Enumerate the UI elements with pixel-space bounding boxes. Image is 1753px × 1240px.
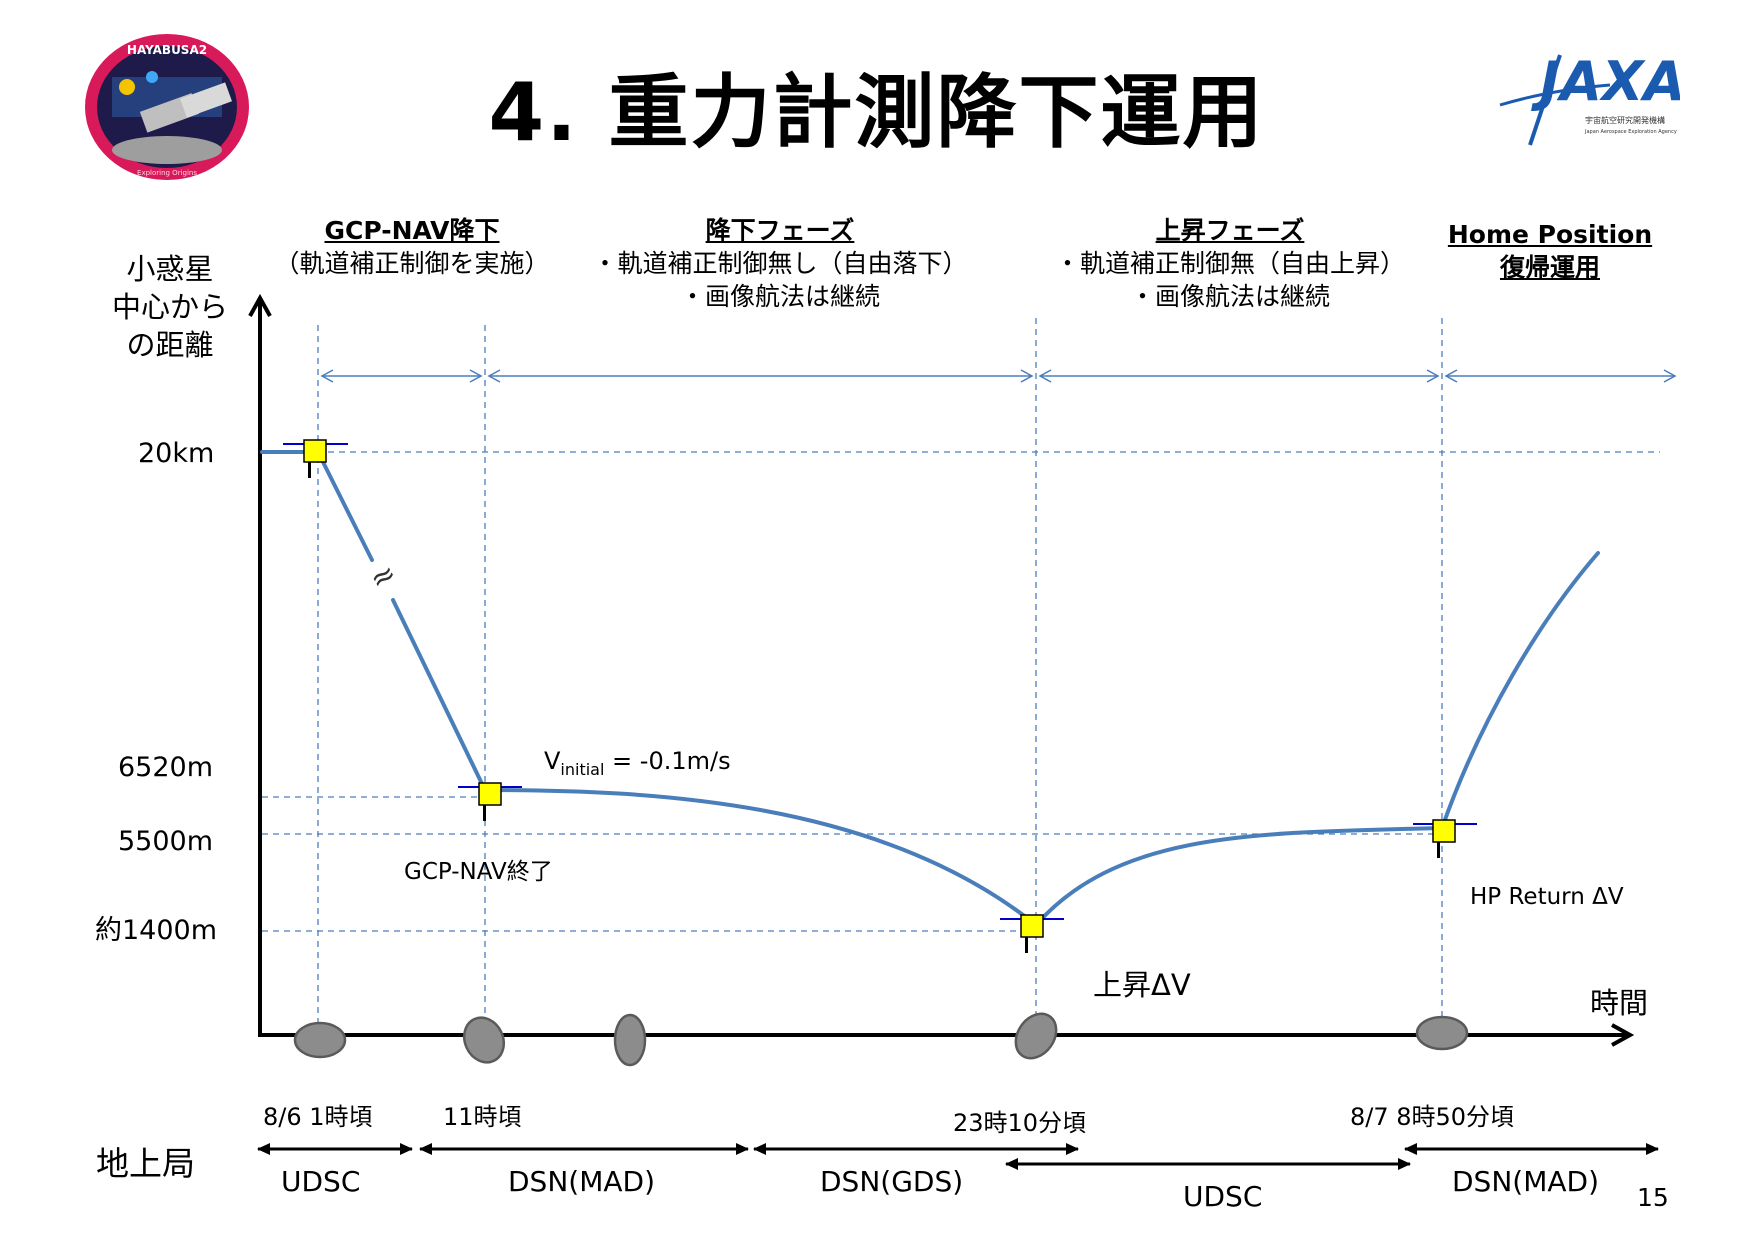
time-label-4: 8/7 8時50分頃 bbox=[1350, 1103, 1515, 1131]
v-initial-suffix: = -0.1m/s bbox=[604, 747, 731, 775]
phase-ascent-line-2: ・画像航法は継続 bbox=[1129, 282, 1330, 311]
y-label-20km: 20km bbox=[138, 438, 215, 469]
asteroid-icon-1 bbox=[293, 1021, 347, 1059]
phase-gcp-nav: GCP-NAV降下 （軌道補正制御を実施） bbox=[252, 214, 572, 280]
jaxa-sub-jp: 宇宙航空研究開発機構 bbox=[1585, 115, 1665, 125]
trajectory bbox=[260, 450, 1600, 927]
ground-station-title: 地上局 bbox=[96, 1144, 195, 1183]
spacecraft-icon-3 bbox=[1000, 914, 1064, 953]
time-label-2: 11時頃 bbox=[443, 1103, 522, 1131]
phase-descent-title: 降下フェーズ bbox=[705, 216, 855, 245]
page-number: 15 bbox=[1637, 1183, 1669, 1212]
trajectory-free-rise bbox=[1034, 826, 1444, 927]
phase-gcp-nav-title: GCP-NAV降下 bbox=[324, 216, 500, 245]
phase-descent: 降下フェーズ ・軌道補正制御無し（自由落下） ・画像航法は継続 bbox=[590, 214, 970, 313]
page-title: 4. 重力計測降下運用 bbox=[488, 66, 1265, 159]
jaxa-logo: JAXA 宇宙航空研究開発機構 Japan Aerospace Explorat… bbox=[1499, 50, 1680, 146]
y-label-5500m: 5500m bbox=[118, 826, 214, 857]
phase-home-position-title: Home Position bbox=[1447, 220, 1653, 249]
y-axis-title-line-1: 小惑星 bbox=[126, 252, 214, 286]
y-axis-title: 小惑星 中心から の距離 bbox=[100, 250, 240, 364]
trajectory-return bbox=[1440, 551, 1600, 830]
phase-ascent-title: 上昇フェーズ bbox=[1155, 216, 1305, 245]
phase-gcp-nav-line: （軌道補正制御を実施） bbox=[274, 249, 550, 278]
y-label-6520m: 6520m bbox=[118, 752, 214, 783]
y-axis-title-line-3: の距離 bbox=[126, 328, 214, 362]
trajectory-free-fall bbox=[483, 788, 1038, 927]
asteroid-icon-3 bbox=[613, 1013, 647, 1067]
x-axis-title: 時間 bbox=[1590, 986, 1649, 1020]
hayabusa2-logo: HAYABUSA2 Exploring Origins bbox=[85, 34, 249, 180]
phase-descent-line-2: ・画像航法は継続 bbox=[679, 282, 880, 311]
ground-station-arrows bbox=[257, 1143, 1659, 1170]
spacecraft-icon-2 bbox=[458, 782, 522, 821]
jaxa-wordmark: JAXA bbox=[1531, 50, 1680, 113]
spacecraft-icon-1 bbox=[283, 439, 348, 478]
phase-home-position: Home Position 復帰運用 bbox=[1440, 218, 1660, 284]
trajectory-descent-b bbox=[391, 598, 487, 792]
asteroid-icons bbox=[293, 1012, 1469, 1067]
phase-ascent-line-1: ・軌道補正制御無（自由上昇） bbox=[1054, 249, 1405, 278]
badge-motto: Exploring Origins bbox=[137, 169, 197, 177]
station-udsc-1: UDSC bbox=[281, 1165, 361, 1198]
phase-descent-line-1: ・軌道補正制御無し（自由落下） bbox=[592, 249, 968, 278]
station-dsn-mad-1: DSN(MAD) bbox=[508, 1165, 655, 1198]
v-initial-label: Vinitial = -0.1m/s bbox=[544, 747, 731, 779]
horizontal-guides bbox=[262, 451, 1660, 932]
v-initial-sub: initial bbox=[560, 759, 605, 779]
spacecraft-icon-4 bbox=[1413, 819, 1477, 858]
asteroid-icon-4 bbox=[1014, 1012, 1058, 1060]
badge-text: HAYABUSA2 bbox=[127, 43, 207, 57]
y-axis-title-line-2: 中心から bbox=[111, 290, 228, 324]
ascent-dv-label: 上昇ΔV bbox=[1093, 968, 1191, 1002]
time-label-1: 8/6 1時頃 bbox=[263, 1103, 373, 1131]
v-initial-prefix: V bbox=[544, 747, 561, 775]
station-dsn-gds: DSN(GDS) bbox=[820, 1165, 964, 1198]
station-udsc-2: UDSC bbox=[1183, 1180, 1263, 1213]
hp-return-dv-label: HP Return ΔV bbox=[1470, 884, 1624, 910]
jaxa-sub-en: Japan Aerospace Exploration Agency bbox=[1584, 129, 1677, 135]
gcp-nav-end-label: GCP-NAV終了 bbox=[404, 859, 553, 885]
station-dsn-mad-2: DSN(MAD) bbox=[1452, 1165, 1599, 1198]
y-label-1400m: 約1400m bbox=[95, 915, 218, 946]
squiggle-break: ≈ bbox=[364, 555, 403, 598]
vertical-guides bbox=[317, 318, 1443, 1030]
phase-home-position-line: 復帰運用 bbox=[1499, 253, 1600, 282]
trajectory-descent-a bbox=[316, 450, 374, 562]
phase-ascent: 上昇フェーズ ・軌道補正制御無（自由上昇） ・画像航法は継続 bbox=[1050, 214, 1410, 313]
time-label-3: 23時10分頃 bbox=[953, 1109, 1087, 1137]
asteroid-icon-2 bbox=[462, 1016, 506, 1064]
asteroid-icon-5 bbox=[1415, 1015, 1469, 1051]
